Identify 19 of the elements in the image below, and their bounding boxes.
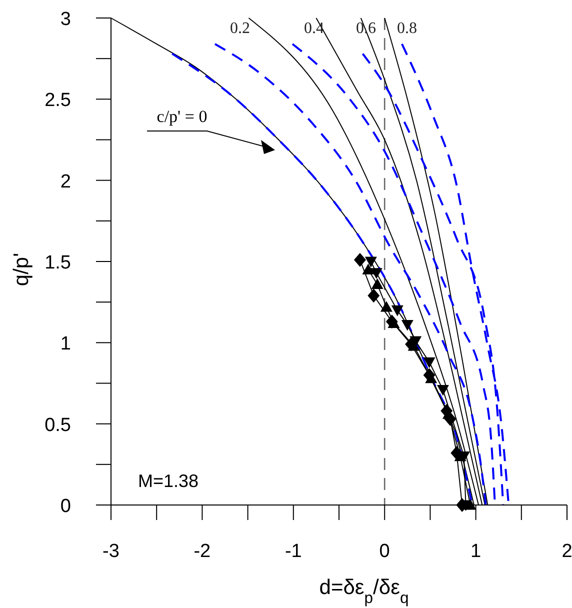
y-tick-label: 0.5 <box>44 414 71 436</box>
x-axis-title: d=δε$_{p}$/δε$_{q}$ <box>319 576 409 606</box>
annotation: c/p' = 0 <box>156 107 208 126</box>
annotation: M=1.38 <box>138 471 199 491</box>
x-tick-label: -2 <box>194 541 211 562</box>
y-tick-label: 1.5 <box>44 252 71 274</box>
annotation: 0.2 <box>230 20 250 37</box>
x-tick-label: 1 <box>470 541 482 562</box>
y-tick-label: 2.5 <box>44 90 71 112</box>
y-tick-label: 1 <box>60 334 71 355</box>
x-tick-label: 0 <box>379 541 390 562</box>
x-tick-label: -3 <box>102 541 120 562</box>
y-tick-label: 2 <box>60 171 71 192</box>
x-tick-label: 2 <box>562 541 572 562</box>
annotation: 0.8 <box>397 20 417 37</box>
y-tick-label: 3 <box>60 9 71 30</box>
y-axis-title: q/p' <box>10 252 33 286</box>
x-tick-label: -1 <box>284 541 302 562</box>
y-tick-label: 0 <box>60 496 71 517</box>
